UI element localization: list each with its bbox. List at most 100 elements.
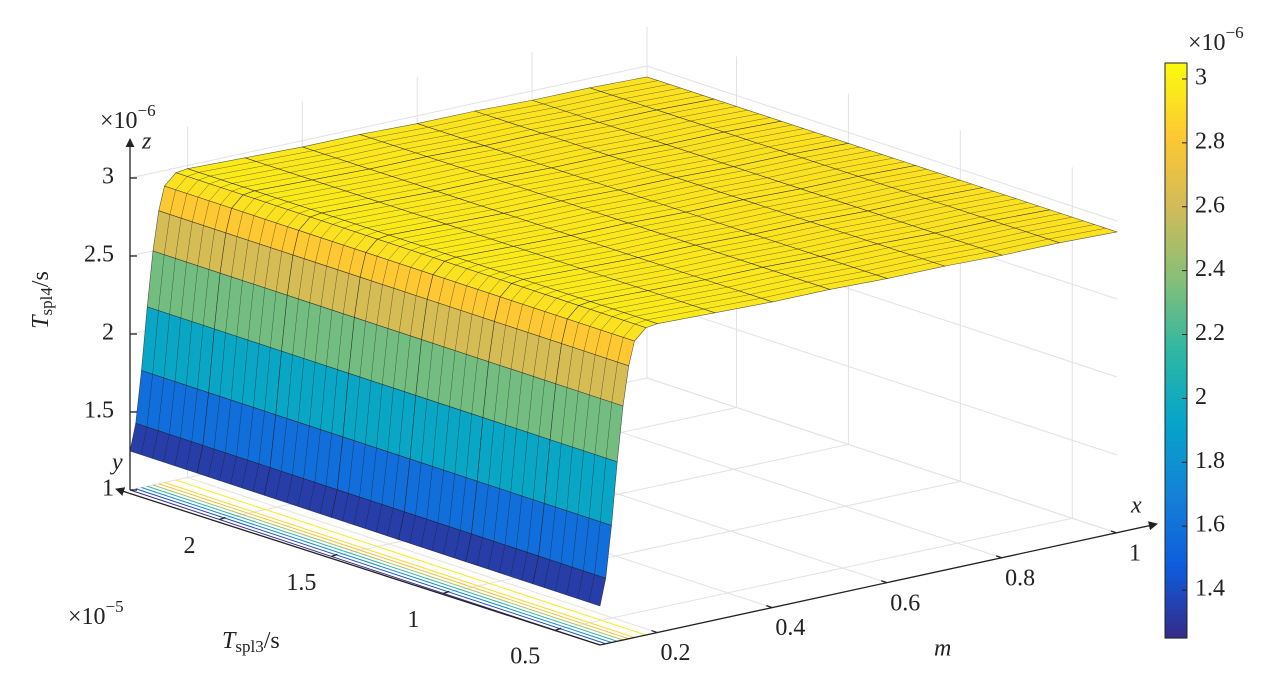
mesh-line	[236, 403, 243, 457]
mesh-line	[1025, 220, 1084, 232]
mesh-line	[890, 205, 948, 219]
mesh-line	[583, 197, 642, 209]
mesh-line	[437, 346, 445, 403]
mesh-line	[220, 183, 233, 188]
colorbar-swatch	[1165, 503, 1187, 510]
mesh-line	[615, 237, 674, 251]
mesh-line	[203, 200, 210, 226]
mesh-line	[320, 224, 333, 238]
mesh-line	[588, 574, 595, 603]
colorbar-swatch	[1165, 115, 1187, 122]
mesh-line	[682, 259, 741, 273]
mesh-line	[534, 271, 592, 284]
y-tick-label: 2	[184, 533, 196, 559]
mesh-line	[612, 312, 624, 317]
mesh-line	[545, 275, 604, 288]
z-label-symbol: T	[28, 314, 54, 329]
colorbar-swatch	[1165, 614, 1187, 620]
mesh-line	[377, 220, 436, 232]
mesh-line	[566, 347, 574, 388]
mesh-line	[476, 537, 483, 566]
mesh-line	[634, 91, 692, 103]
mesh-line	[684, 230, 742, 242]
x-tick-label: 0.6	[890, 590, 920, 616]
x-tick	[766, 605, 773, 609]
mesh-line	[499, 544, 506, 573]
mesh-line	[834, 187, 892, 201]
mesh-line	[722, 150, 780, 164]
mesh-line	[835, 157, 894, 170]
mesh-line	[483, 293, 490, 318]
mesh-line	[566, 567, 573, 595]
mesh-line	[449, 152, 507, 165]
mesh-line	[320, 266, 327, 307]
colorbar-swatch	[1165, 551, 1187, 558]
mesh-line	[477, 275, 490, 290]
mesh-line	[650, 219, 709, 231]
mesh-line	[308, 482, 316, 511]
mesh-line	[673, 226, 731, 239]
mesh-line	[454, 410, 461, 474]
colorbar-swatch	[1165, 158, 1187, 165]
mesh-line	[410, 253, 423, 268]
mesh-line	[473, 129, 531, 143]
mesh-line	[582, 226, 640, 240]
y-tick	[331, 553, 338, 558]
mesh-line	[493, 488, 500, 542]
mesh-line	[324, 141, 383, 155]
colorbar-swatch	[1165, 479, 1187, 486]
mesh-line	[186, 321, 193, 386]
mesh-line	[174, 317, 182, 382]
colorbar-swatch	[1165, 110, 1187, 117]
mesh-line	[1037, 224, 1095, 236]
mesh-line	[236, 280, 243, 337]
mesh-line	[516, 372, 523, 429]
colorbar-swatch	[1165, 566, 1187, 572]
mesh-line	[653, 159, 712, 171]
mesh-line	[443, 526, 450, 555]
mesh-line	[514, 204, 573, 218]
mesh-line	[471, 160, 530, 172]
mesh-line	[802, 146, 860, 159]
mesh-line	[519, 114, 577, 127]
mesh-line	[230, 336, 238, 401]
mesh-line	[588, 454, 596, 519]
mesh-line	[231, 186, 244, 192]
mesh-line	[522, 332, 529, 373]
colorbar-swatch	[1165, 182, 1187, 189]
mesh-line	[875, 262, 934, 276]
mesh-line	[421, 399, 428, 463]
mesh-line	[365, 380, 372, 445]
mesh-line	[140, 426, 148, 455]
mesh-line	[699, 142, 758, 156]
mesh-line	[264, 205, 277, 220]
mesh-line	[824, 154, 883, 166]
mesh-line	[488, 279, 501, 294]
y-tick-label: 0.5	[510, 644, 540, 670]
colorbar-tick-label: 1.6	[1195, 512, 1225, 538]
colorbar-swatch	[1165, 245, 1187, 251]
colorbar-swatch	[1165, 455, 1187, 462]
colorbar-swatch	[1165, 384, 1187, 390]
mesh-line	[276, 201, 289, 207]
colorbar-swatch	[1165, 388, 1187, 395]
mesh-line	[495, 136, 554, 150]
mesh-line	[460, 354, 467, 411]
mesh-line	[706, 237, 765, 250]
mesh-line	[146, 374, 153, 427]
mesh-line	[741, 217, 800, 231]
mesh-line	[855, 225, 913, 237]
mesh-line	[365, 280, 372, 322]
colorbar-swatch	[1165, 307, 1187, 313]
mesh-line	[371, 256, 378, 281]
colorbar-frame	[1164, 62, 1188, 639]
mesh-line	[310, 198, 369, 210]
mesh-line	[957, 227, 1015, 241]
colorbar-tick-label: 2.2	[1195, 320, 1225, 346]
colorbar-swatch	[1165, 288, 1187, 294]
mesh-line	[586, 136, 645, 149]
mesh-line	[687, 170, 745, 182]
colorbar-swatch	[1165, 178, 1187, 184]
mesh-line	[180, 193, 188, 219]
mesh-line	[990, 238, 1049, 252]
